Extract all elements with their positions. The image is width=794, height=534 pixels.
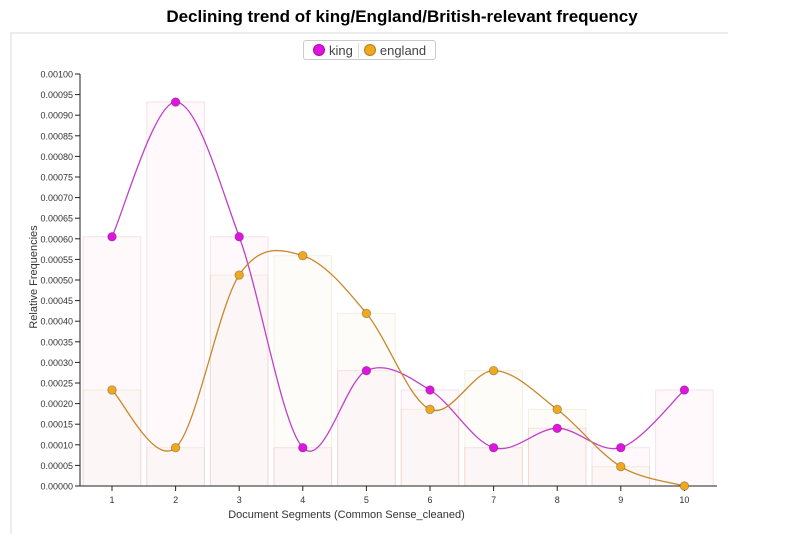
bar-england-8 [527, 408, 587, 487]
y-tick-label-13: 0.00065 [40, 214, 73, 224]
x-tick-label-3: 3 [237, 495, 242, 505]
point-england-7 [488, 365, 499, 376]
y-tick-label-12: 0.00060 [40, 234, 73, 244]
y-tick-label-8: 0.00040 [40, 317, 73, 327]
legend-item-england[interactable]: england [357, 42, 431, 58]
x-tick-label-5: 5 [364, 495, 369, 505]
bar-king-7 [464, 447, 523, 487]
y-tick-label-18: 0.00090 [40, 111, 73, 121]
point-king-8 [552, 423, 562, 434]
x-tick-label-6: 6 [427, 495, 432, 505]
y-axis-label: Relative Frequencies [28, 225, 40, 329]
x-tick-label-10: 10 [679, 495, 689, 505]
series-line-england [111, 249, 685, 487]
x-tick-label-1: 1 [109, 495, 114, 505]
bar-england-3 [209, 274, 269, 487]
y-tick-label-3: 0.00015 [40, 420, 73, 430]
legend-item-king[interactable]: king [308, 43, 358, 58]
point-england-4 [298, 250, 308, 261]
point-england-1 [107, 385, 117, 395]
y-tick-label-0: 0.00000 [40, 482, 73, 492]
bar-england-5 [337, 312, 396, 487]
bar-england-2 [146, 447, 205, 487]
x-axis-label: Document Segments (Common Sense_cleaned) [228, 509, 465, 521]
series-line-king [111, 101, 685, 452]
point-king-10 [679, 385, 690, 395]
point-england-10 [679, 481, 690, 491]
x-tick-label-2: 2 [173, 495, 178, 505]
x-tick-label-9: 9 [618, 495, 623, 505]
bar-england-1 [82, 389, 142, 487]
point-england-9 [616, 461, 626, 472]
point-king-2 [170, 97, 181, 107]
point-king-3 [234, 232, 244, 242]
point-king-1 [107, 232, 117, 242]
y-tick-label-11: 0.00055 [40, 255, 73, 265]
y-tick-label-5: 0.00025 [40, 379, 73, 389]
x-tick-label-7: 7 [491, 495, 496, 505]
y-tick-label-20: 0.00100 [40, 70, 73, 80]
x-tick-label-4: 4 [300, 495, 305, 505]
chart-frame [10, 32, 728, 534]
point-england-2 [170, 442, 181, 453]
bar-king-10 [655, 389, 714, 487]
y-tick-label-1: 0.00005 [40, 461, 73, 471]
y-tick-label-7: 0.00035 [40, 337, 73, 347]
point-king-5 [361, 365, 372, 376]
point-england-3 [234, 270, 244, 280]
y-tick-label-17: 0.00085 [40, 131, 73, 141]
y-tick-label-16: 0.00080 [40, 152, 73, 162]
legend-label-england: england [379, 42, 427, 58]
legend-label-king: king [329, 42, 353, 58]
y-tick-label-19: 0.00095 [40, 90, 73, 100]
point-king-7 [488, 442, 499, 453]
y-tick-label-15: 0.00075 [40, 173, 73, 183]
bar-king-5 [337, 370, 396, 487]
y-tick-label-9: 0.00045 [40, 296, 73, 306]
point-king-6 [425, 385, 435, 395]
point-king-9 [616, 442, 626, 453]
y-tick-label-2: 0.00010 [40, 440, 73, 450]
point-england-5 [361, 308, 372, 319]
chart-title: Declining trend of king/England/British-… [166, 7, 638, 26]
y-tick-label-4: 0.00020 [40, 399, 73, 409]
x-tick-label-8: 8 [555, 495, 560, 505]
y-tick-label-10: 0.00050 [40, 276, 73, 286]
bar-england-6 [400, 408, 460, 487]
point-england-8 [552, 404, 562, 415]
legend-swatch-king [313, 44, 325, 56]
point-king-4 [298, 442, 308, 453]
bar-king-8 [527, 427, 587, 487]
y-tick-label-14: 0.00070 [40, 193, 73, 203]
legend: king england [303, 40, 437, 60]
legend-swatch-england [363, 44, 376, 56]
bar-england-7 [464, 370, 523, 487]
y-tick-label-6: 0.00030 [40, 358, 73, 368]
bar-king-2 [146, 101, 205, 487]
point-england-6 [425, 404, 435, 415]
